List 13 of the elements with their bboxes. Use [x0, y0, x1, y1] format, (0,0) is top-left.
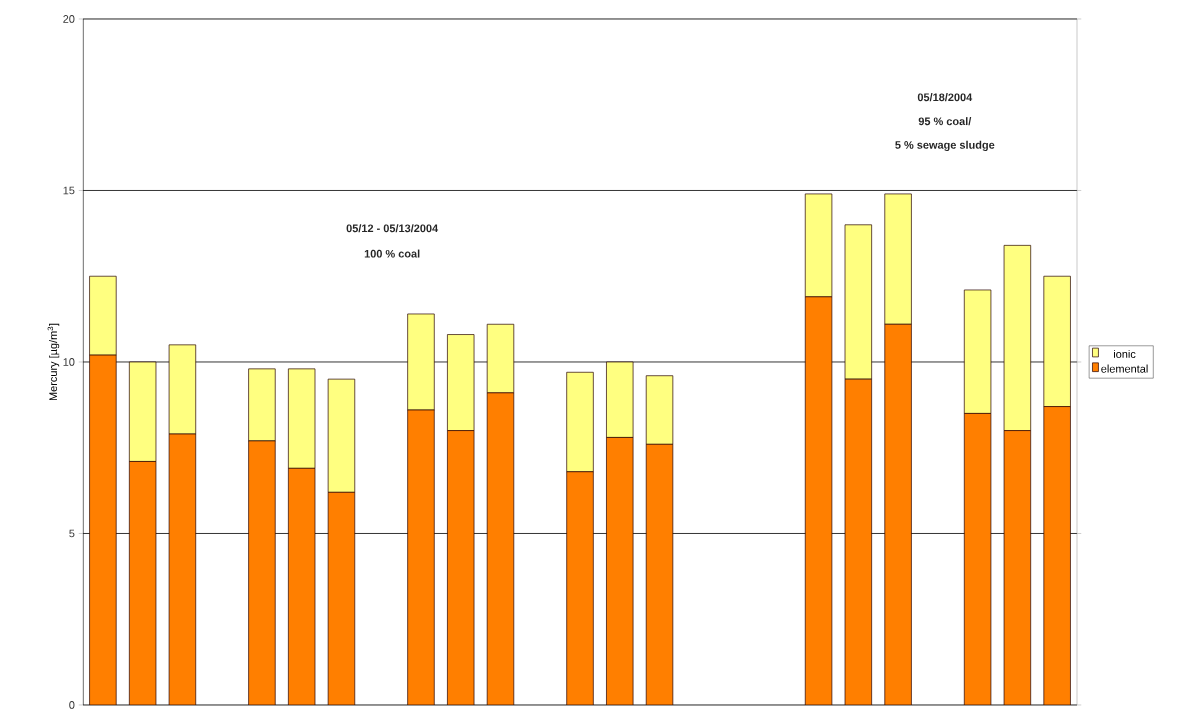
y-axis-title: Mercury [µg/m$^{3}$]	[47, 323, 60, 401]
y-tick-label: 5	[69, 529, 75, 538]
annotation: 100 % coal	[364, 249, 420, 258]
legend-label: ionic	[1114, 349, 1136, 358]
y-tick-label: 10	[63, 358, 75, 366]
legend-label: elemental	[1101, 364, 1148, 373]
y-tick-label: 20	[63, 15, 75, 23]
annotation: 05/12 - 05/13/2004	[346, 224, 439, 233]
y-tick-label: 15	[63, 186, 75, 195]
annotation: 05/18/2004	[917, 93, 973, 102]
annotation: 5 % sewage sludge	[895, 140, 995, 152]
annotation: 95 % coal/	[918, 117, 972, 126]
y-tick-label: 0	[69, 701, 75, 709]
